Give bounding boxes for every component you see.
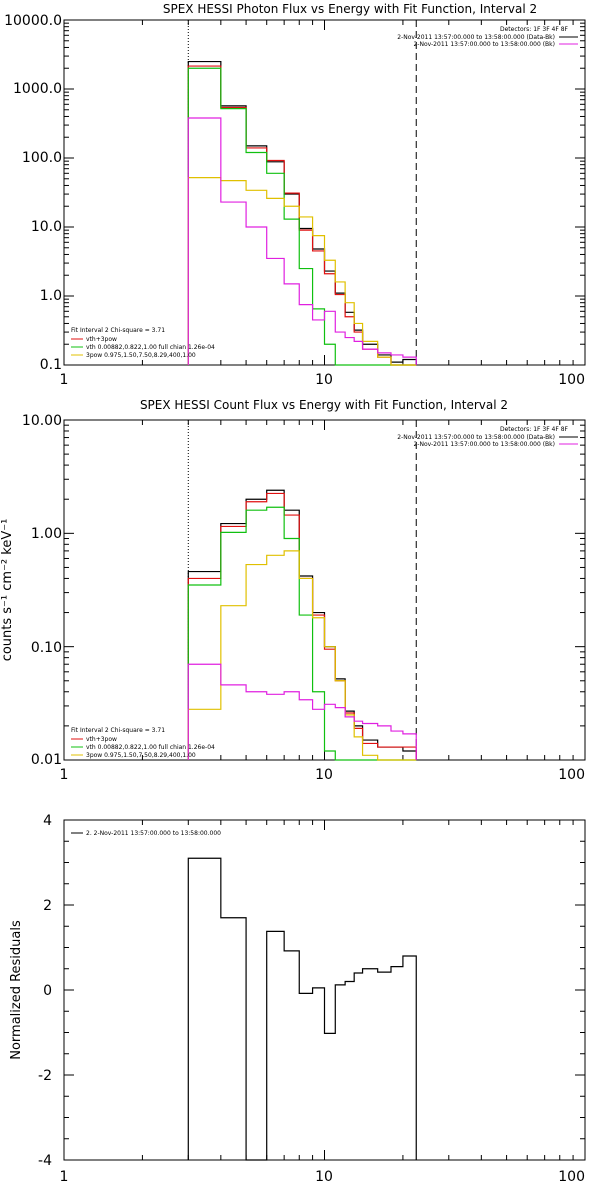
residuals-panel: Normalized Residuals 4 2 0 -2 -4 1 10 10… [9,813,586,1185]
legend-entry: vth 0.00882,0.822,1.00 full chian 1.26e-… [86,344,215,351]
legend-top-right: Detectors: 1F 3F 4F 8F 2-Nov-2011 13:57:… [397,26,578,48]
legend-entry: vth+3pow [86,736,117,743]
photon-flux-panel: SPEX HESSI Photon Flux vs Energy with Fi… [4,2,586,388]
y-tick-label: 1.00 [31,526,62,542]
x-tick-label: 10 [315,767,333,783]
y-tick-label: 0 [43,983,52,999]
y-axis-label: counts s⁻¹ cm⁻² keV⁻¹ [0,519,15,662]
x-tick-label: 100 [558,1169,585,1185]
series-line-0 [187,60,417,365]
legend-entry: vth 0.00882,0.822,1.00 full chian 1.26e-… [86,744,215,751]
legend-header: Fit Interval 2 Chi-square = 3.71 [71,727,165,734]
count-flux-panel: SPEX HESSI Count Flux vs Energy with Fit… [0,398,586,783]
legend-top-right: Detectors: 1F 3F 4F 8F 2-Nov-2011 13:57:… [397,426,578,448]
y-tick-label: 1.0 [40,288,62,304]
legend-entry: vth+3pow [86,336,117,343]
legend-entry: 3pow 0.975,1.50,7.50,8.29,400,1.00 [86,752,196,759]
series-line-3 [187,550,417,761]
legend-header: Detectors: 1F 3F 4F 8F [500,426,569,433]
series-line-0 [187,857,417,1161]
y-tick-label: 2 [43,898,52,914]
y-tick-label: -4 [38,1153,52,1169]
chart-title: SPEX HESSI Photon Flux vs Energy with Fi… [163,2,537,16]
y-tick-label: 0.01 [31,752,62,768]
y-tick-label: 10000.0 [4,13,62,29]
series-line-3 [187,176,417,366]
series-line-2 [187,67,417,366]
y-tick-label: -2 [38,1068,52,1084]
legend-entry: 2-Nov-2011 13:57:00.000 to 13:58:00.000 … [397,34,555,41]
y-tick-label: 0.10 [31,640,62,656]
legend-header: Detectors: 1F 3F 4F 8F [500,26,569,33]
x-tick-label: 10 [315,372,333,388]
legend-entry: 2. 2-Nov-2011 13:57:00.000 to 13:58:00.0… [86,830,221,837]
x-tick-label: 1 [60,1169,69,1185]
y-tick-label: 10.00 [22,413,62,429]
series-line-4 [187,117,417,365]
series-line-1 [187,492,417,760]
y-tick-label: 10.0 [31,219,62,235]
legend-bottom-left: Fit Interval 2 Chi-square = 3.71 vth+3po… [71,727,215,759]
y-tick-label: 0.1 [40,357,62,373]
series-line-2 [187,506,417,761]
legend-entry: 2-Nov-2011 13:57:00.000 to 13:58:00.000 … [397,434,555,441]
x-tick-label: 1 [60,372,69,388]
legend-top-left: 2. 2-Nov-2011 13:57:00.000 to 13:58:00.0… [71,830,221,837]
x-tick-label: 10 [315,1169,333,1185]
legend-entry: 3pow 0.975,1.50,7.50,8.29,400,1.00 [86,352,196,359]
y-axis-label: Normalized Residuals [9,920,24,1060]
y-tick-label: 100.0 [22,150,62,166]
series-line-1 [187,65,417,366]
y-tick-label: 4 [43,813,52,829]
legend-entry: 2-Nov-2011 13:57:00.000 to 13:58:00.000 … [413,41,555,48]
x-tick-label: 100 [558,767,585,783]
series-line-4 [187,663,417,760]
series-line-0 [187,489,417,760]
x-tick-label: 1 [60,767,69,783]
chart-title: SPEX HESSI Count Flux vs Energy with Fit… [140,398,508,412]
legend-bottom-left: Fit Interval 2 Chi-square = 3.71 vth+3po… [71,327,215,359]
legend-header: Fit Interval 2 Chi-square = 3.71 [71,327,165,334]
x-tick-label: 100 [558,372,585,388]
legend-entry: 2-Nov-2011 13:57:00.000 to 13:58:00.000 … [413,441,555,448]
y-tick-label: 1000.0 [13,81,62,97]
